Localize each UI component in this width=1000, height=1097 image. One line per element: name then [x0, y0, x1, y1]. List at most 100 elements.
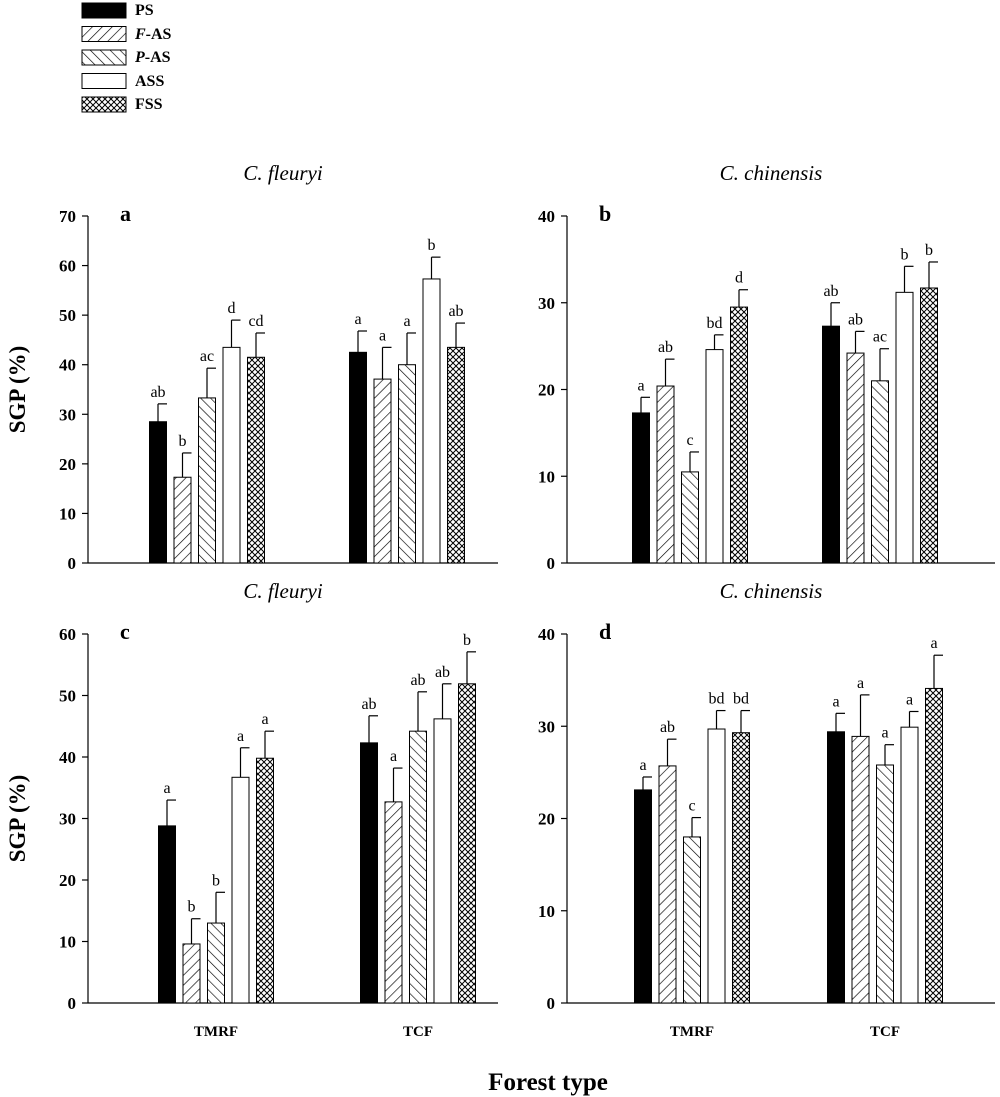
panel-c-significance-label: a: [390, 748, 397, 765]
panel-d-bar-p-as: [876, 764, 894, 1004]
panel-b-bar-f-as: [656, 385, 675, 564]
legend-label-p-as: P-AS: [135, 49, 171, 66]
panel-c-y-tick-label: 0: [68, 994, 77, 1013]
panel-c-significance-label: b: [463, 632, 471, 649]
panel-b-letter: b: [599, 201, 611, 226]
panel-c-significance-label: a: [261, 711, 268, 728]
panel-a-y-tick-label: 0: [68, 554, 77, 573]
panel-b-bar-f-as: [846, 352, 865, 564]
panel-d-bar-ass: [900, 726, 919, 1004]
panel-a-significance-label: a: [379, 327, 386, 344]
panel-b-significance-label: ab: [823, 283, 838, 300]
panel-c-significance-label: ab: [410, 672, 425, 689]
panel-a-bar-fss: [247, 356, 265, 564]
panel-d-significance-label: c: [688, 798, 695, 815]
panel-a-y-tick-label: 50: [59, 306, 76, 325]
panel-d-significance-label: a: [639, 757, 646, 774]
panel-b-bar-ass: [705, 349, 724, 564]
panel-d-significance-label: bd: [709, 691, 725, 708]
panel-c-y-tick-label: 50: [59, 687, 76, 706]
panel-c-significance-label: b: [188, 899, 196, 916]
panel-a-bar-ps: [149, 421, 167, 564]
panel-c-bar-ps: [158, 825, 176, 1004]
panel-b-bar-p-as: [871, 380, 889, 564]
panel-b-significance-label: b: [925, 242, 933, 259]
legend-swatch-p-as: [81, 49, 127, 66]
panel-c-title: C. fleuryi: [243, 579, 322, 603]
legend-label-ps: PS: [135, 2, 154, 19]
panel-a-bar-p-as: [198, 397, 216, 564]
panel-b-significance-label: c: [686, 432, 693, 449]
panel-c-x-tick-label: TMRF: [194, 1024, 238, 1040]
panel-b-significance-label: ab: [848, 311, 863, 328]
panel-d-bar-ass: [707, 728, 726, 1004]
panel-d-significance-label: a: [857, 675, 864, 692]
panel-a-significance-label: ab: [150, 384, 165, 401]
panel-d-bar-p-as: [683, 836, 701, 1004]
panel-a-bar-ass: [222, 346, 241, 564]
panel-b-significance-label: d: [735, 270, 743, 287]
panel-a-significance-label: b: [179, 433, 187, 450]
panel-d-y-tick-label: 20: [538, 810, 555, 829]
panel-c-bar-ps: [360, 742, 378, 1004]
panel-a-significance-label: a: [354, 311, 361, 328]
panel-a-letter: a: [120, 201, 131, 226]
panel-c-significance-label: a: [237, 728, 244, 745]
panel-a-significance-label: b: [428, 237, 436, 254]
panel-d-significance-label: a: [906, 691, 913, 708]
panel-a-y-axis-label: SGP (%): [5, 346, 30, 434]
panel-c-bar-ass: [433, 718, 452, 1004]
panel-b-bar-fss: [920, 287, 938, 564]
panel-a-y-tick-label: 30: [59, 405, 76, 424]
panel-b-bar-fss: [730, 306, 748, 564]
panel-d-significance-label: bd: [733, 691, 749, 708]
panel-c-bar-ass: [231, 776, 250, 1004]
legend-swatch-f-as: [81, 26, 127, 42]
panel-b-y-tick-label: 0: [547, 554, 556, 573]
legend-swatch-ps: [81, 2, 127, 19]
panel-b-bar-ass: [895, 291, 914, 564]
panel-b-bar-ps: [822, 325, 840, 564]
legend-label-fss: FSS: [135, 96, 163, 113]
panel-d-y-tick-label: 40: [538, 625, 555, 644]
panel-c-bar-f-as: [384, 801, 403, 1004]
panel-d-bar-ps: [634, 789, 652, 1004]
panel-d-bar-fss: [732, 732, 750, 1004]
panel-c-y-axis-label: SGP (%): [5, 775, 30, 863]
panel-a-y-tick-label: 70: [59, 207, 76, 226]
panel-d-y-tick-label: 10: [538, 902, 555, 921]
panel-d-bar-f-as: [658, 765, 677, 1004]
panel-d-y-tick-label: 0: [547, 994, 556, 1013]
panel-c-bar-p-as: [207, 922, 225, 1004]
panel-b-title: C. chinensis: [720, 161, 823, 185]
panel-d-bar-fss: [925, 687, 943, 1004]
panel-a-title: C. fleuryi: [243, 161, 322, 185]
panel-b-significance-label: bd: [707, 315, 723, 332]
panel-d-y-tick-label: 30: [538, 717, 555, 736]
panel-c-significance-label: ab: [435, 664, 450, 681]
panel-d-bar-ps: [827, 731, 845, 1004]
legend-swatch-fss: [81, 96, 127, 113]
panel-a-y-tick-label: 40: [59, 356, 76, 375]
panel-b-significance-label: a: [637, 377, 644, 394]
panel-b-significance-label: ac: [873, 329, 887, 346]
panel-b-significance-label: b: [901, 246, 909, 263]
panel-d-letter: d: [599, 619, 611, 644]
panel-d-significance-label: a: [832, 693, 839, 710]
panel-b-bar-ps: [632, 412, 650, 564]
panel-c-y-tick-label: 20: [59, 871, 76, 890]
panel-c-y-tick-label: 30: [59, 810, 76, 829]
panel-d-x-tick-label: TCF: [870, 1024, 900, 1040]
panel-a-significance-label: ac: [200, 348, 214, 365]
panel-c-significance-label: b: [212, 872, 220, 889]
panel-a-significance-label: ab: [448, 303, 463, 320]
panel-a-bar-ps: [349, 351, 367, 564]
panel-a-bar-ass: [422, 278, 441, 564]
panel-a-significance-label: a: [403, 313, 410, 330]
panel-a-bar-p-as: [398, 364, 416, 564]
panel-a-bar-f-as: [173, 476, 192, 564]
panel-c-x-tick-label: TCF: [403, 1024, 433, 1040]
panel-d-significance-label: ab: [660, 719, 675, 736]
